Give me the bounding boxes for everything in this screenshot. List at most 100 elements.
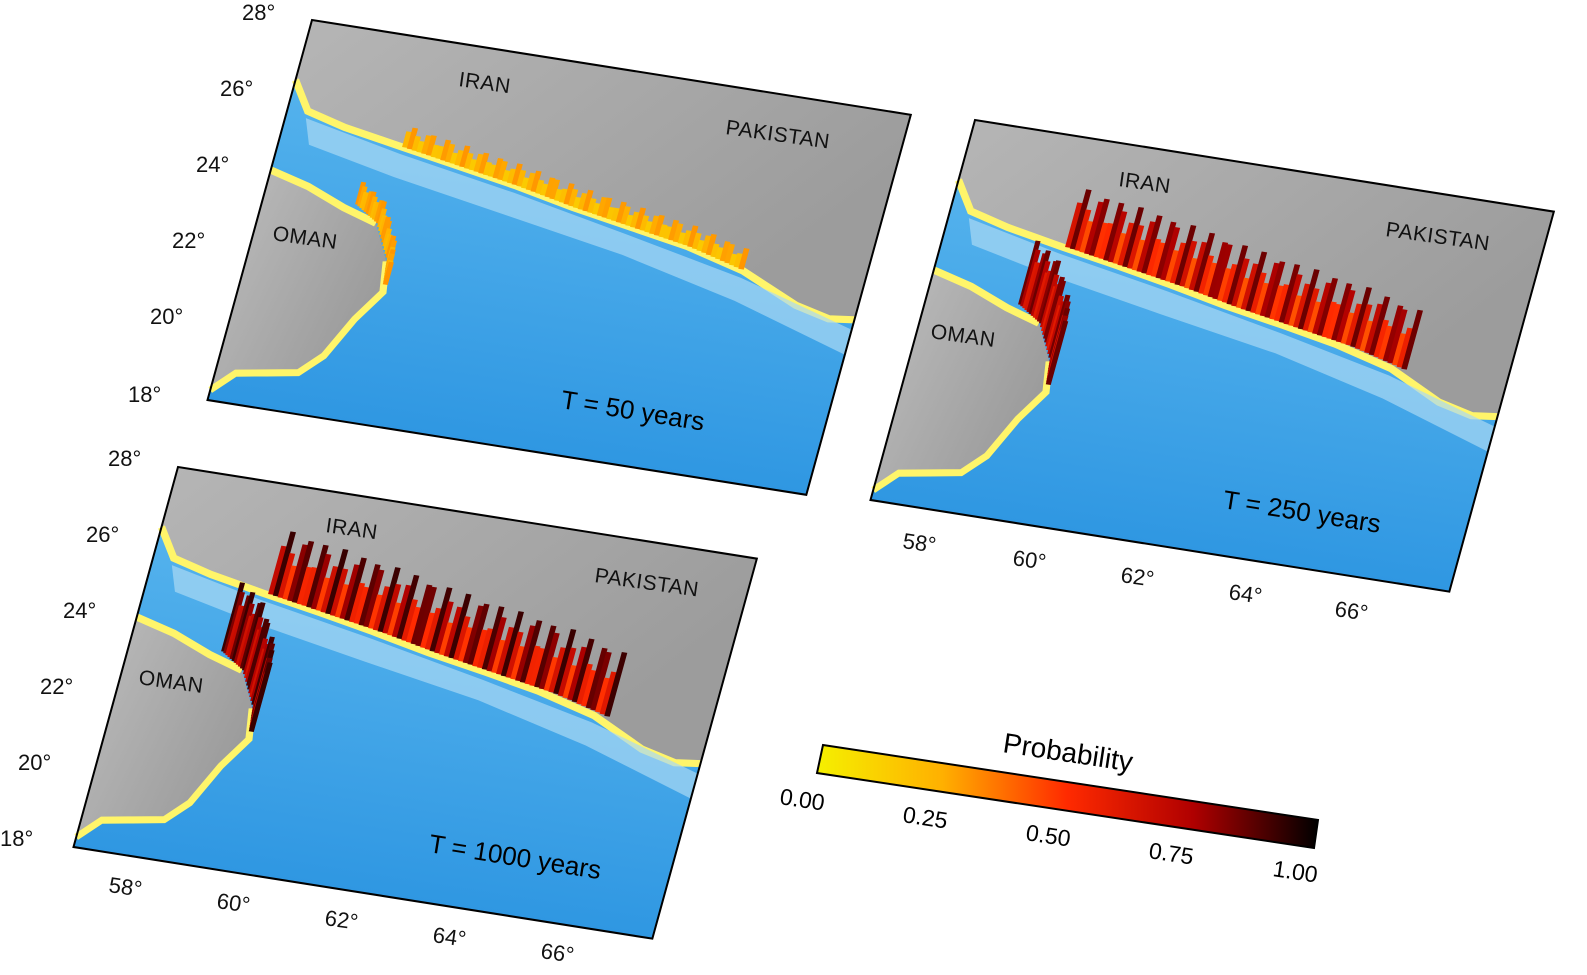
hazard-bar bbox=[1122, 206, 1145, 268]
hazard-bar bbox=[1316, 277, 1339, 336]
hazard-bar bbox=[1069, 189, 1092, 250]
hazard-bar bbox=[368, 594, 383, 629]
hazard-bar bbox=[644, 221, 653, 233]
hazard-bar bbox=[496, 626, 515, 675]
hazard-bar bbox=[434, 601, 454, 654]
hazard-bar bbox=[1274, 284, 1290, 322]
hazard-bars-oman bbox=[221, 582, 276, 733]
lat-tick-label: 20° bbox=[18, 750, 51, 775]
hazard-bar bbox=[505, 631, 524, 679]
hazard-bar bbox=[462, 605, 484, 664]
hazard-bar bbox=[1202, 262, 1218, 296]
hazard-bar bbox=[587, 198, 597, 214]
shelf-zone bbox=[305, 118, 852, 355]
hazard-bar bbox=[268, 545, 287, 595]
hazard-bar bbox=[634, 207, 647, 230]
lon-tick-label: 60° bbox=[215, 888, 251, 917]
hazard-bar bbox=[1131, 239, 1146, 271]
hazard-bar bbox=[339, 564, 360, 620]
hazard-bar bbox=[687, 225, 699, 248]
hazard-bar bbox=[301, 566, 318, 607]
hazard-bar bbox=[1264, 261, 1286, 319]
hazard-bar bbox=[477, 628, 494, 669]
hazard-bar bbox=[277, 553, 296, 599]
hazard-bar bbox=[563, 183, 575, 205]
colorbar-title: Probability bbox=[1001, 727, 1135, 777]
hazard-bar bbox=[248, 662, 273, 733]
hazard-bar bbox=[1231, 258, 1250, 307]
hazard-bar bbox=[1391, 333, 1407, 366]
hazard-bar bbox=[1382, 305, 1404, 362]
lat-axis-labels: 28° 26° 24° 22° 20° 18° bbox=[0, 446, 141, 851]
hazard-bar bbox=[382, 261, 394, 286]
hazard-bar bbox=[1278, 264, 1301, 323]
hazard-bar bbox=[1093, 222, 1109, 258]
hazard-bar bbox=[1074, 209, 1092, 252]
hazard-bar bbox=[585, 647, 608, 709]
colorbar-tick-label: 1.00 bbox=[1271, 855, 1319, 887]
hazard-bar bbox=[1155, 221, 1177, 279]
hazard-bar bbox=[391, 584, 412, 638]
hazard-bar bbox=[1112, 232, 1127, 265]
hazard-bar bbox=[639, 215, 650, 231]
land-area-oman bbox=[76, 617, 253, 837]
hazard-bar bbox=[653, 214, 665, 236]
lon-tick-label: 66° bbox=[539, 938, 575, 967]
hazard-bar bbox=[410, 584, 433, 645]
hazard-bars-iran bbox=[1065, 189, 1423, 370]
hazard-bar bbox=[620, 206, 631, 225]
hazard-bar bbox=[329, 568, 349, 616]
hazard-bar bbox=[406, 127, 419, 150]
hazard-bar bbox=[625, 214, 634, 227]
hazard-bar bbox=[306, 544, 329, 608]
hazard-bar bbox=[1098, 222, 1114, 260]
land-area-oman bbox=[210, 170, 387, 390]
hazard-bar bbox=[411, 135, 422, 152]
hazard-bar bbox=[521, 177, 530, 189]
hazard-bar bbox=[435, 145, 445, 160]
hazard-bar bbox=[1373, 319, 1390, 358]
hazard-bar bbox=[1136, 221, 1156, 273]
map-panel-t1000 bbox=[72, 465, 759, 940]
land-area-north bbox=[295, 20, 911, 320]
colorbar-tick-label: 0.25 bbox=[901, 801, 949, 833]
hazard-bar bbox=[1364, 303, 1384, 354]
hazard-bar bbox=[672, 223, 684, 243]
lon-tick-label: 58° bbox=[107, 872, 143, 901]
hazard-bar bbox=[594, 677, 610, 713]
hazard-bar bbox=[705, 233, 717, 256]
hazard-bar bbox=[549, 179, 561, 200]
hazard-bar bbox=[581, 669, 597, 707]
hazard-bar bbox=[372, 586, 391, 631]
hazard-bar bbox=[1088, 198, 1110, 256]
lat-tick-label: 24° bbox=[63, 598, 96, 623]
hazard-bar bbox=[481, 606, 505, 670]
hazard-bar bbox=[510, 645, 525, 680]
hazard-bar bbox=[530, 170, 542, 193]
hazard-bar bbox=[438, 622, 454, 656]
map-panel-t50 bbox=[206, 18, 913, 496]
hazard-bar bbox=[728, 253, 738, 266]
hazard-bar bbox=[468, 159, 478, 171]
hazard-bar bbox=[315, 577, 331, 612]
map-frame bbox=[206, 18, 913, 496]
hazard-bar bbox=[463, 152, 474, 169]
map-panel-t250 bbox=[869, 118, 1556, 593]
hazard-bar bbox=[524, 645, 541, 685]
hazard-bar bbox=[1293, 283, 1311, 328]
hazard-bar bbox=[1141, 215, 1163, 274]
land-area-oman bbox=[873, 270, 1050, 490]
hazard-bar bbox=[416, 140, 425, 153]
hazard-bar bbox=[1340, 312, 1355, 344]
hazard-bar bbox=[310, 553, 332, 610]
hazard-bar bbox=[599, 671, 617, 715]
hazard-bar bbox=[402, 131, 412, 148]
hazard-bar bbox=[443, 606, 463, 657]
hazard-bar bbox=[1378, 325, 1393, 360]
hazard-bar bbox=[696, 239, 705, 252]
hazard-bar bbox=[357, 186, 368, 207]
hazard-bar bbox=[1387, 309, 1408, 364]
map-frame bbox=[869, 118, 1556, 593]
hazard-bar bbox=[558, 188, 568, 203]
